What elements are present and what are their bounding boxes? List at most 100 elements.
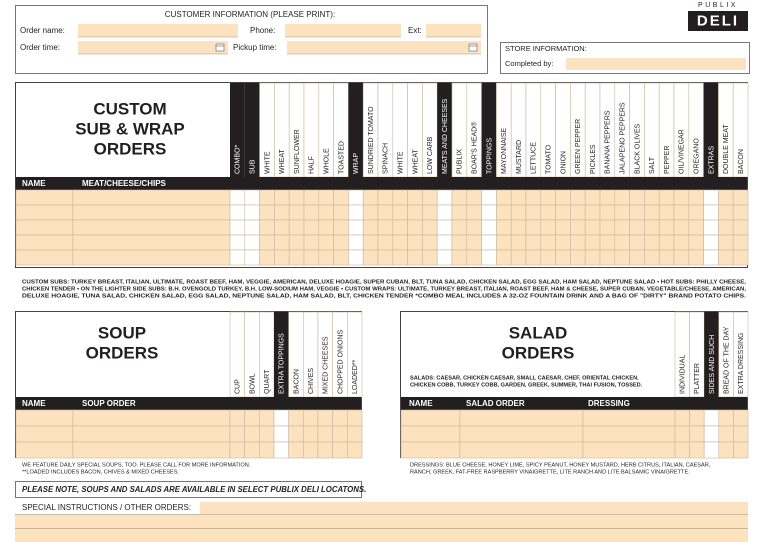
- check-cell[interactable]: [436, 204, 453, 221]
- check-cell[interactable]: [570, 189, 586, 206]
- check-cell[interactable]: [273, 425, 289, 443]
- check-cell[interactable]: [674, 441, 690, 459]
- check-cell[interactable]: [273, 441, 289, 459]
- check-cell[interactable]: [333, 189, 349, 206]
- check-cell[interactable]: [318, 249, 334, 266]
- input-cell[interactable]: [459, 441, 584, 459]
- check-cell[interactable]: [244, 204, 260, 221]
- check-cell[interactable]: [303, 219, 320, 236]
- check-cell[interactable]: [732, 219, 749, 236]
- check-cell[interactable]: [288, 234, 305, 251]
- input-cell[interactable]: [72, 219, 231, 236]
- check-cell[interactable]: [436, 234, 453, 251]
- check-cell[interactable]: [540, 189, 556, 206]
- input-cell[interactable]: [400, 409, 461, 427]
- check-cell[interactable]: [644, 234, 660, 251]
- check-cell[interactable]: [229, 425, 245, 443]
- check-cell[interactable]: [318, 234, 334, 251]
- check-cell[interactable]: [229, 204, 246, 221]
- check-cell[interactable]: [629, 189, 645, 206]
- input-cell[interactable]: [15, 234, 74, 251]
- check-cell[interactable]: [496, 204, 512, 221]
- check-cell[interactable]: [599, 189, 616, 206]
- check-cell[interactable]: [658, 249, 675, 266]
- check-cell[interactable]: [436, 219, 453, 236]
- check-cell[interactable]: [703, 204, 719, 221]
- check-cell[interactable]: [658, 189, 675, 206]
- check-cell[interactable]: [584, 204, 601, 221]
- check-cell[interactable]: [496, 219, 512, 236]
- check-cell[interactable]: [303, 189, 320, 206]
- check-cell[interactable]: [436, 189, 453, 206]
- check-cell[interactable]: [718, 249, 734, 266]
- check-cell[interactable]: [229, 234, 246, 251]
- check-cell[interactable]: [259, 204, 275, 221]
- check-cell[interactable]: [466, 189, 482, 206]
- check-cell[interactable]: [718, 409, 734, 427]
- input-cell[interactable]: [72, 249, 231, 266]
- check-cell[interactable]: [481, 204, 497, 221]
- check-cell[interactable]: [689, 441, 705, 459]
- check-cell[interactable]: [570, 204, 586, 221]
- input-cell[interactable]: [459, 409, 584, 427]
- check-cell[interactable]: [451, 249, 468, 266]
- check-cell[interactable]: [599, 204, 616, 221]
- input-cell[interactable]: [15, 409, 74, 427]
- check-cell[interactable]: [348, 249, 364, 266]
- input-cell[interactable]: [582, 441, 676, 459]
- check-cell[interactable]: [244, 441, 260, 459]
- check-cell[interactable]: [288, 409, 304, 427]
- check-cell[interactable]: [244, 409, 260, 427]
- check-cell[interactable]: [348, 219, 364, 236]
- check-cell[interactable]: [718, 425, 734, 443]
- check-cell[interactable]: [689, 409, 705, 427]
- check-cell[interactable]: [688, 249, 704, 266]
- check-cell[interactable]: [392, 219, 408, 236]
- check-cell[interactable]: [259, 249, 275, 266]
- check-cell[interactable]: [317, 425, 333, 443]
- check-cell[interactable]: [392, 234, 408, 251]
- check-cell[interactable]: [673, 249, 690, 266]
- check-cell[interactable]: [407, 189, 423, 206]
- check-cell[interactable]: [599, 249, 616, 266]
- check-cell[interactable]: [718, 234, 734, 251]
- check-cell[interactable]: [229, 441, 245, 459]
- check-cell[interactable]: [288, 219, 305, 236]
- input-cell[interactable]: [72, 425, 231, 443]
- check-cell[interactable]: [333, 249, 349, 266]
- check-cell[interactable]: [614, 249, 630, 266]
- check-cell[interactable]: [274, 219, 290, 236]
- check-cell[interactable]: [362, 219, 379, 236]
- check-cell[interactable]: [614, 204, 630, 221]
- check-cell[interactable]: [451, 234, 468, 251]
- check-cell[interactable]: [274, 249, 290, 266]
- check-cell[interactable]: [392, 204, 408, 221]
- check-cell[interactable]: [673, 204, 690, 221]
- check-cell[interactable]: [303, 234, 320, 251]
- check-cell[interactable]: [274, 234, 290, 251]
- check-cell[interactable]: [244, 189, 260, 206]
- check-cell[interactable]: [332, 441, 348, 459]
- check-cell[interactable]: [348, 234, 364, 251]
- input-cell[interactable]: [582, 425, 676, 443]
- check-cell[interactable]: [688, 234, 704, 251]
- check-cell[interactable]: [466, 249, 482, 266]
- check-cell[interactable]: [333, 204, 349, 221]
- check-cell[interactable]: [466, 219, 482, 236]
- input-field[interactable]: [78, 24, 238, 37]
- check-cell[interactable]: [555, 234, 571, 251]
- check-cell[interactable]: [436, 249, 453, 266]
- check-cell[interactable]: [570, 219, 586, 236]
- check-cell[interactable]: [377, 189, 394, 206]
- check-cell[interactable]: [318, 189, 334, 206]
- input-cell[interactable]: [15, 425, 74, 443]
- check-cell[interactable]: [555, 204, 571, 221]
- check-cell[interactable]: [259, 189, 275, 206]
- check-cell[interactable]: [599, 234, 616, 251]
- check-cell[interactable]: [555, 219, 571, 236]
- check-cell[interactable]: [362, 249, 379, 266]
- check-cell[interactable]: [273, 409, 289, 427]
- check-cell[interactable]: [570, 234, 586, 251]
- check-cell[interactable]: [259, 425, 275, 443]
- check-cell[interactable]: [244, 234, 260, 251]
